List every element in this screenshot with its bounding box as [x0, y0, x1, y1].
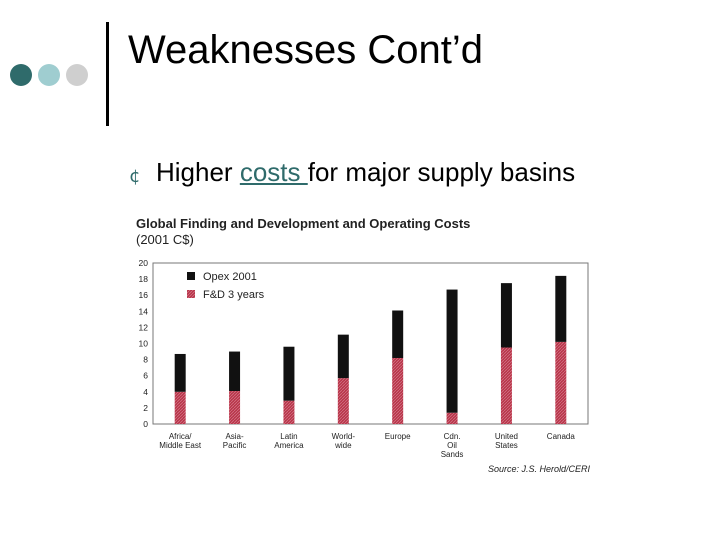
bar-fd [555, 341, 567, 424]
x-category-label: Oil [447, 441, 457, 450]
legend-label: F&D 3 years [203, 289, 265, 301]
bullet-suffix: for major supply basins [307, 157, 576, 187]
bar-opex [229, 351, 241, 391]
bar-opex [174, 353, 186, 392]
bar-opex [283, 346, 295, 401]
y-tick-label: 20 [139, 258, 149, 268]
y-tick-label: 18 [139, 274, 149, 284]
y-tick-label: 8 [143, 355, 148, 365]
decorative-dot-grey [66, 64, 88, 86]
chart-subtitle: (2001 C$) [136, 232, 194, 247]
x-category-label: Latin [280, 432, 297, 441]
x-category-label: Cdn. [444, 432, 461, 441]
bar-fd [500, 347, 512, 424]
bar-fd [446, 412, 458, 424]
x-category-label: United [495, 432, 518, 441]
chart-source: Source: J.S. Herold/CERI [488, 464, 591, 474]
x-category-label: Sands [441, 450, 464, 459]
x-category-label: wide [334, 441, 352, 450]
bar-fd [283, 400, 295, 424]
x-category-label: Africa/ [169, 432, 192, 441]
legend-label: Opex 2001 [203, 271, 257, 283]
bar-fd [229, 390, 241, 424]
bar-opex [337, 334, 349, 379]
bar-opex [446, 289, 458, 413]
slide-title: Weaknesses Cont’d [128, 28, 483, 72]
y-tick-label: 12 [139, 322, 149, 332]
legend-swatch [187, 272, 195, 280]
decorative-dot-light [38, 64, 60, 86]
x-category-label: Canada [547, 432, 576, 441]
costs-link[interactable]: costs [239, 157, 308, 187]
x-category-label: Asia- [225, 432, 244, 441]
y-tick-label: 14 [139, 306, 149, 316]
x-category-label: World- [332, 432, 356, 441]
y-tick-label: 16 [139, 290, 149, 300]
bullet-text: Higher costs for major supply basins [156, 157, 575, 188]
bar-opex [500, 283, 512, 348]
y-tick-label: 10 [139, 339, 149, 349]
x-category-label: Pacific [223, 441, 247, 450]
legend-swatch [187, 290, 195, 298]
bar-opex [392, 310, 404, 358]
chart-title: Global Finding and Development and Opera… [136, 216, 470, 231]
y-tick-label: 0 [143, 419, 148, 429]
bullet-icon: ¢ [129, 166, 141, 187]
bullet-prefix: Higher [156, 157, 240, 187]
bar-fd [174, 391, 186, 424]
x-category-label: Middle East [159, 441, 202, 450]
title-divider [106, 22, 109, 126]
bar-opex [555, 275, 567, 342]
y-tick-label: 4 [143, 387, 148, 397]
decorative-dot-dark [10, 64, 32, 86]
y-tick-label: 2 [143, 403, 148, 413]
bar-fd [337, 378, 349, 424]
x-category-label: States [495, 441, 518, 450]
plot-frame [152, 262, 589, 425]
x-category-label: Europe [385, 432, 411, 441]
cost-chart: Global Finding and Development and Opera… [136, 216, 591, 474]
bar-fd [392, 357, 404, 424]
x-category-label: America [274, 441, 304, 450]
y-tick-label: 6 [143, 371, 148, 381]
